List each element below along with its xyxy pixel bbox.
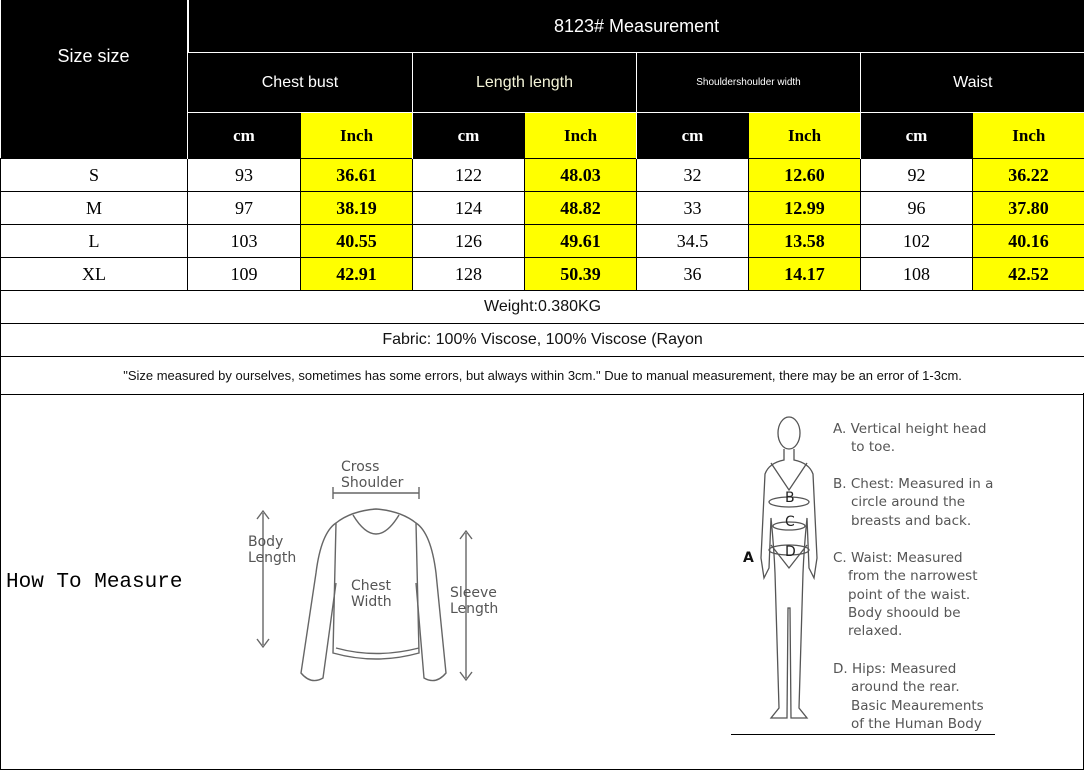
value-cell: 128 — [412, 257, 525, 291]
value-cell: 40.16 — [971, 224, 1084, 258]
how-to-measure-title: How To Measure — [6, 571, 183, 594]
value-cell: 42.52 — [971, 257, 1084, 291]
unit-cm: cm — [187, 112, 301, 159]
value-cell: 36.61 — [300, 158, 413, 192]
group-length: Length length — [412, 52, 637, 113]
value-cell: 32 — [636, 158, 749, 192]
mark-a: A — [743, 550, 754, 566]
value-cell: 12.99 — [748, 191, 861, 225]
mark-c: C — [785, 514, 795, 530]
unit-inch: Inch — [748, 112, 861, 159]
fabric-text: Fabric: 100% Viscose, 100% Viscose (Rayo… — [0, 323, 1084, 357]
value-cell: 37.80 — [971, 191, 1084, 225]
desc-a: A. Vertical height head to toe. — [833, 421, 987, 456]
size-header-blank — [0, 112, 188, 159]
value-cell: 124 — [412, 191, 525, 225]
value-cell: 12.60 — [748, 158, 861, 192]
chart-title: 8123# Measurement — [186, 0, 1084, 53]
human-body-diagram — [760, 416, 818, 719]
table-row: L 103 40.55 126 49.61 34.5 13.58 102 40.… — [0, 224, 1084, 258]
size-header: Size size — [0, 0, 188, 113]
value-cell: 103 — [187, 224, 301, 258]
value-cell: 50.39 — [524, 257, 637, 291]
unit-inch: Inch — [971, 112, 1084, 159]
value-cell: 126 — [412, 224, 525, 258]
value-cell: 49.61 — [524, 224, 637, 258]
how-to-measure-section: How To Measure Cross Shoulder Body Length … — [0, 393, 1084, 770]
value-cell: 48.03 — [524, 158, 637, 192]
desc-d: D. Hips: Measured around the rear. Basic M… — [833, 661, 984, 732]
mark-d: D — [785, 544, 796, 560]
table-row: S 93 36.61 122 48.03 32 12.60 92 36.22 — [0, 158, 1084, 192]
unit-inch: Inch — [300, 112, 413, 159]
divider-line — [731, 734, 995, 735]
value-cell: 93 — [187, 158, 301, 192]
body-length-label: Body Length — [248, 534, 297, 566]
value-cell: 102 — [860, 224, 973, 258]
table-row: M 97 38.19 124 48.82 33 12.99 96 37.80 — [0, 191, 1084, 225]
cross-shoulder-label: Cross Shoulder — [341, 459, 404, 491]
value-cell: 38.19 — [300, 191, 413, 225]
unit-cm: cm — [412, 112, 525, 159]
value-cell: 108 — [860, 257, 973, 291]
value-cell: 122 — [412, 158, 525, 192]
unit-cm: cm — [636, 112, 749, 159]
group-waist: Waist — [859, 52, 1084, 113]
value-cell: 14.17 — [748, 257, 861, 291]
group-shoulder: Shouldershoulder width — [636, 52, 861, 113]
value-cell: 40.55 — [300, 224, 413, 258]
chest-width-label: Chest Width — [351, 578, 392, 610]
sleeve-length-label: Sleeve Length — [450, 585, 499, 617]
mark-b: B — [785, 490, 795, 506]
size-chart-table: Size size 8123# Measurement Chest bust L… — [0, 0, 1084, 395]
table-row: XL 109 42.91 128 50.39 36 14.17 108 42.5… — [0, 257, 1084, 291]
unit-inch: Inch — [524, 112, 637, 159]
size-cell: L — [0, 224, 188, 258]
sweater-diagram — [256, 487, 473, 682]
size-cell: XL — [0, 257, 188, 291]
value-cell: 13.58 — [748, 224, 861, 258]
value-cell: 97 — [187, 191, 301, 225]
desc-b: B. Chest: Measured in a circle around the… — [833, 476, 994, 529]
value-cell: 48.82 — [524, 191, 637, 225]
value-cell: 109 — [187, 257, 301, 291]
size-cell: S — [0, 158, 188, 192]
group-chest: Chest bust — [187, 52, 413, 113]
unit-cm: cm — [860, 112, 973, 159]
value-cell: 96 — [860, 191, 973, 225]
value-cell: 36.22 — [971, 158, 1084, 192]
weight-text: Weight:0.380KG — [0, 290, 1084, 324]
note-text: "Size measured by ourselves, sometimes h… — [0, 356, 1084, 395]
value-cell: 92 — [860, 158, 973, 192]
value-cell: 36 — [636, 257, 749, 291]
value-cell: 42.91 — [300, 257, 413, 291]
desc-c: C. Waist: Measured from the narrowest poin… — [833, 550, 978, 640]
value-cell: 33 — [636, 191, 749, 225]
size-cell: M — [0, 191, 188, 225]
value-cell: 34.5 — [636, 224, 749, 258]
